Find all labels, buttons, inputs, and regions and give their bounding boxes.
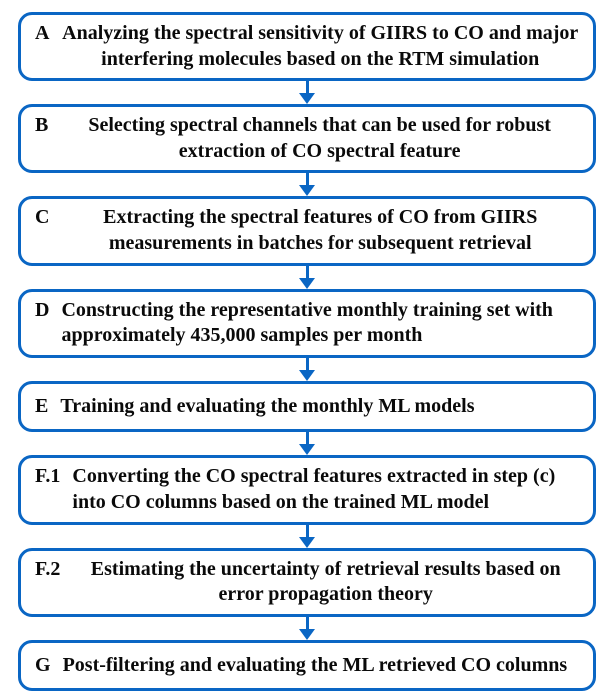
flow-node: F.2 Estimating the uncertainty of retriev… [18,548,596,617]
flow-node-text: Constructing the representative monthly … [61,298,579,349]
arrow-down-icon [299,617,315,640]
flow-node-text: Post-filtering and evaluating the ML ret… [63,653,579,679]
flow-node-text: Converting the CO spectral features extr… [72,464,579,515]
arrow-down-icon [299,173,315,196]
flow-node-text: Analyzing the spectral sensitivity of GI… [61,21,579,72]
flow-node-tag: C [35,205,49,231]
flow-node-tag: E [35,394,48,420]
flow-node-text: Training and evaluating the monthly ML m… [60,394,579,420]
flow-node: B Selecting spectral channels that can be… [18,104,596,173]
arrow-down-icon [299,525,315,548]
flow-node-tag: F.2 [35,557,60,583]
flow-node: C Extracting the spectral features of CO … [18,196,596,265]
flow-node: G Post-filtering and evaluating the ML re… [18,640,596,692]
flowchart: A Analyzing the spectral sensitivity of G… [18,12,596,691]
flow-node: E Training and evaluating the monthly ML … [18,381,596,433]
flow-node-tag: D [35,298,49,324]
arrow-down-icon [299,266,315,289]
flow-node-tag: B [35,113,48,139]
flow-node-text: Estimating the uncertainty of retrieval … [72,557,579,608]
flow-node-tag: G [35,653,51,679]
flow-node-text: Extracting the spectral features of CO f… [61,205,579,256]
arrow-down-icon [299,432,315,455]
flow-node-tag: A [35,21,49,47]
flow-node: A Analyzing the spectral sensitivity of G… [18,12,596,81]
flow-node-tag: F.1 [35,464,60,490]
arrow-down-icon [299,358,315,381]
flow-node-text: Selecting spectral channels that can be … [60,113,579,164]
flow-node: F.1 Converting the CO spectral features e… [18,455,596,524]
arrow-down-icon [299,81,315,104]
flow-node: D Constructing the representative monthly… [18,289,596,358]
